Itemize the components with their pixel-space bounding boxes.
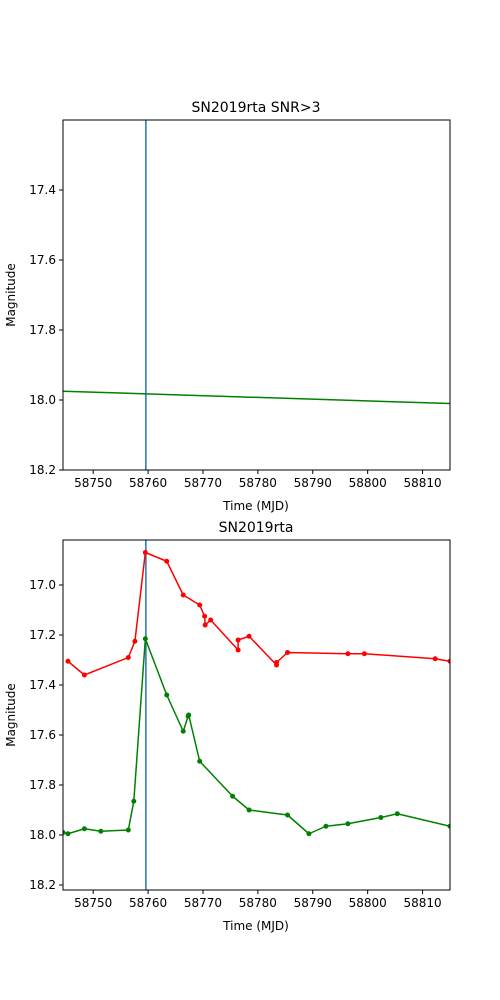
top-chart-y-tick-label: 17.6 bbox=[29, 253, 56, 267]
bottom-chart-green-data-point bbox=[345, 821, 351, 827]
bottom-chart-red-data-point bbox=[432, 656, 438, 662]
bottom-chart-ylabel: Magnitude bbox=[4, 683, 18, 747]
bottom-chart-y-tick-label: 17.0 bbox=[29, 578, 56, 592]
bottom-chart-red-data-point bbox=[285, 650, 291, 655]
bottom-chart-green-data-point bbox=[246, 807, 252, 813]
bottom-chart-axes-frame bbox=[62, 539, 451, 891]
bottom-chart-red-data-point bbox=[235, 637, 241, 643]
top-chart-title: SN2019rta SNR>3 bbox=[192, 100, 321, 116]
bottom-chart-red-data-point bbox=[447, 658, 450, 664]
top-chart-axes-frame bbox=[62, 119, 451, 471]
bottom-chart-red-data-point bbox=[202, 613, 208, 619]
bottom-chart-y-tick-label: 17.4 bbox=[29, 678, 56, 692]
bottom-chart-green-data-point bbox=[394, 811, 400, 817]
bottom-chart-green-data-point bbox=[125, 827, 131, 833]
bottom-chart-green-data-point bbox=[131, 798, 137, 804]
bottom-chart-green-data-point bbox=[378, 815, 384, 820]
top-chart-x-tick-label: 58750 bbox=[74, 476, 112, 490]
bottom-chart-green-data-point bbox=[230, 793, 236, 799]
bottom-chart-y-tick-label: 18.0 bbox=[29, 828, 56, 842]
bottom-chart-green-data-point bbox=[306, 831, 312, 837]
bottom-chart-green-data-point bbox=[164, 692, 170, 698]
bottom-chart-xlabel: Time (MJD) bbox=[222, 919, 289, 933]
bottom-chart-red-data-point bbox=[274, 660, 280, 665]
bottom-chart-red-data-point bbox=[142, 550, 148, 555]
bottom-chart-y-tick-label: 17.2 bbox=[29, 628, 56, 642]
top-chart-y-tick-label: 18.0 bbox=[29, 393, 56, 407]
top-chart-y-tick-label: 18.2 bbox=[29, 463, 56, 477]
bottom-chart-green-data-point bbox=[447, 823, 450, 829]
bottom-chart-x-tick-label: 58760 bbox=[129, 896, 167, 910]
bottom-chart-x-tick-label: 58770 bbox=[184, 896, 222, 910]
bottom-chart-red-data-point bbox=[180, 592, 186, 598]
top-chart-x-tick-label: 58770 bbox=[184, 476, 222, 490]
bottom-chart-x-tick-label: 58780 bbox=[239, 896, 277, 910]
bottom-chart-green-data-point bbox=[98, 828, 104, 834]
bottom-chart-red-data-point bbox=[81, 672, 87, 678]
bottom-chart-panel: SN2019rta Time (MJD) Magnitude 58750 5876… bbox=[4, 520, 451, 933]
top-chart-x-tick-label: 58810 bbox=[403, 476, 441, 490]
bottom-chart-title: SN2019rta bbox=[219, 520, 294, 536]
bottom-chart-red-data-point bbox=[235, 647, 241, 653]
top-chart-x-tick-label: 58790 bbox=[294, 476, 332, 490]
top-chart-x-tick-label: 58780 bbox=[239, 476, 277, 490]
bottom-chart-y-tick-label: 17.6 bbox=[29, 728, 56, 742]
bottom-chart-x-tick-label: 58750 bbox=[74, 896, 112, 910]
bottom-chart-red-data-point bbox=[65, 658, 71, 664]
bottom-chart-red-data-point bbox=[345, 651, 351, 657]
bottom-chart-x-tick-label: 58790 bbox=[294, 896, 332, 910]
bottom-chart-green-series-line bbox=[63, 638, 450, 835]
top-chart-x-tick-label: 58800 bbox=[349, 476, 387, 490]
top-chart-y-tick-label: 17.4 bbox=[29, 183, 56, 197]
top-chart-panel: SN2019rta SNR>3 Time (MJD) Magnitude 587… bbox=[4, 100, 451, 513]
bottom-chart-red-data-point bbox=[132, 638, 138, 644]
bottom-chart-green-data-point bbox=[63, 830, 66, 835]
bottom-chart-x-tick-label: 58810 bbox=[403, 896, 441, 910]
top-chart-x-tick-label: 58760 bbox=[129, 476, 167, 490]
bottom-chart-red-data-point bbox=[202, 622, 208, 628]
bottom-chart-x-tick-label: 58800 bbox=[349, 896, 387, 910]
bottom-chart-red-data-point bbox=[164, 558, 170, 564]
bottom-chart-green-data-point bbox=[285, 812, 291, 818]
bottom-chart-green-data-point bbox=[142, 636, 148, 642]
bottom-chart-y-tick-label: 18.2 bbox=[29, 878, 56, 892]
bottom-chart-green-data-point bbox=[81, 826, 87, 832]
bottom-chart-green-data-point bbox=[323, 823, 329, 829]
bottom-chart-red-data-point bbox=[125, 655, 131, 660]
bottom-chart-green-data-point bbox=[180, 728, 186, 734]
bottom-chart-y-tick-label: 17.8 bbox=[29, 778, 56, 792]
bottom-chart-green-data-point bbox=[65, 831, 71, 837]
bottom-chart-plot-area bbox=[63, 540, 450, 890]
bottom-chart-green-data-point bbox=[186, 712, 192, 718]
bottom-chart-red-data-point bbox=[361, 651, 367, 657]
bottom-chart-green-data-point bbox=[197, 758, 203, 764]
bottom-chart-red-data-point bbox=[197, 602, 203, 608]
bottom-chart-red-data-point bbox=[246, 633, 252, 639]
top-chart-xlabel: Time (MJD) bbox=[222, 499, 289, 513]
bottom-chart-red-data-point bbox=[208, 617, 214, 623]
top-chart-ylabel: Magnitude bbox=[4, 263, 18, 327]
top-chart-plot-area bbox=[63, 120, 450, 470]
top-chart-green-series-line bbox=[63, 390, 450, 405]
top-chart-y-tick-label: 17.8 bbox=[29, 323, 56, 337]
bottom-chart-red-series-line bbox=[67, 551, 450, 676]
